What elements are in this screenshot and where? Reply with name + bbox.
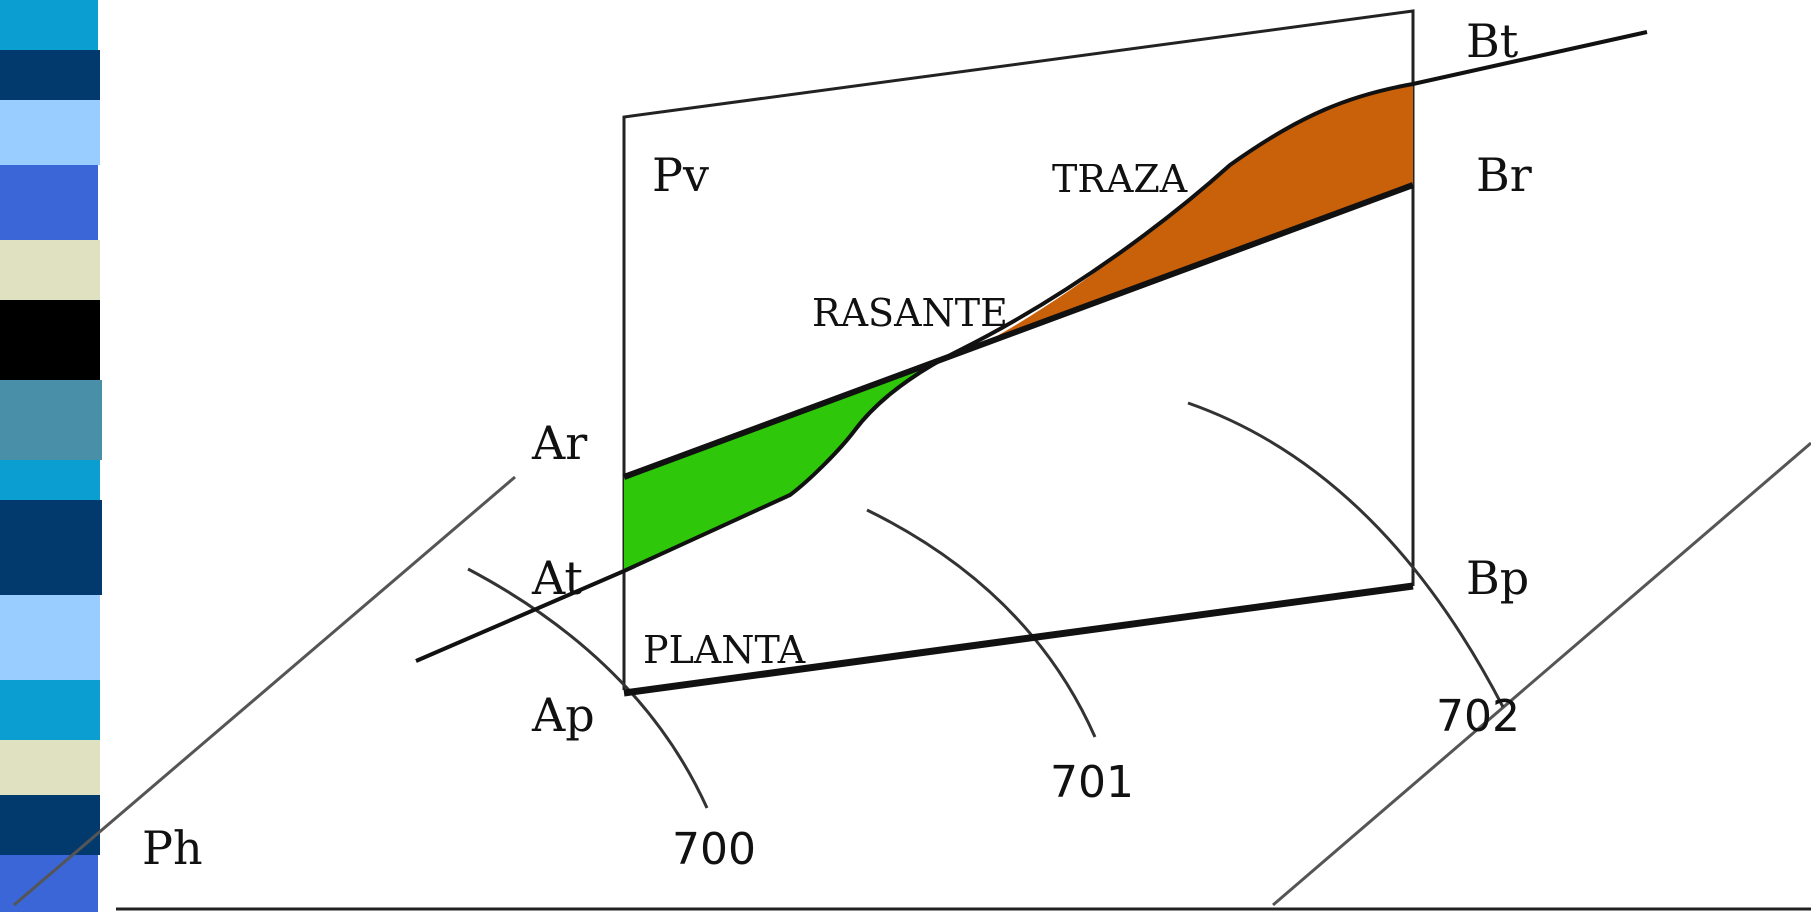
label-rasante: RASANTE: [812, 291, 1008, 335]
stripe-band: [0, 500, 102, 595]
stripe-band: [0, 460, 100, 500]
stripe-band: [0, 0, 98, 50]
fill-region: [990, 84, 1413, 340]
plan-line: [623, 582, 1414, 697]
grade-line: [622, 182, 1415, 480]
stripe-band: [0, 165, 98, 240]
stripe-band: [0, 740, 100, 795]
stripe-band: [0, 595, 100, 680]
label-contour-701: 701: [1050, 757, 1134, 808]
contour-line-702: [1187, 401, 1505, 708]
horizontal-plane-left-edge: [13, 475, 516, 907]
label-ar: Ar: [531, 416, 587, 470]
stripe-band: [0, 50, 100, 100]
terrain-trace-line: [415, 30, 1648, 663]
stripe-band: [0, 680, 100, 740]
label-contour-702: 702: [1436, 691, 1520, 742]
label-contour-700: 700: [672, 824, 756, 875]
label-ph: Ph: [142, 821, 203, 875]
label-pv: Pv: [652, 148, 709, 202]
label-bt: Bt: [1466, 14, 1519, 68]
stripe-band: [0, 240, 100, 300]
contour-line-700: [467, 567, 709, 809]
label-planta: PLANTA: [643, 628, 806, 672]
stripe-band: [0, 380, 102, 460]
vertical-plane-frame: [622, 9, 1415, 690]
contour-line-701: [866, 508, 1097, 738]
label-br: Br: [1476, 148, 1532, 202]
stripe-band: [0, 300, 100, 380]
label-ap: Ap: [531, 688, 595, 742]
label-traza: TRAZA: [1052, 157, 1188, 201]
label-bp: Bp: [1466, 551, 1529, 605]
stripe-band: [0, 100, 100, 165]
horizontal-plane-right-edge: [1272, 441, 1811, 907]
label-at: At: [531, 551, 583, 605]
